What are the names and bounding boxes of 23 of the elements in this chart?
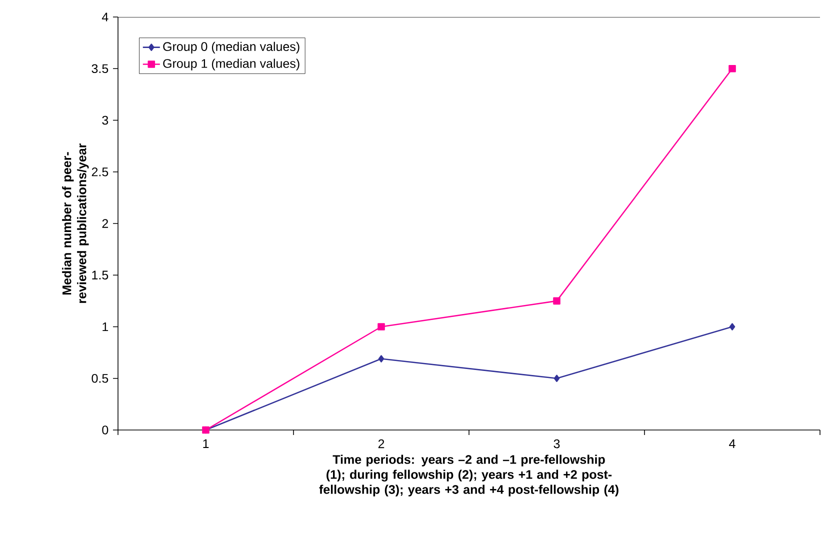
point	[378, 323, 385, 330]
x-tick-label: 1	[203, 439, 209, 448]
point	[554, 374, 560, 382]
y-tick-label: 1.5	[92, 270, 108, 280]
legend-label: Group 1 (median values)	[163, 58, 300, 70]
x-tick-label: 2	[378, 439, 384, 448]
x-axis-title: Time periods: years –2 and –1 pre-fellowship (1); during fellowship (2); years +1 and +2 post-fellowship (3); years +3 and +4 post-fellowship (4)	[319, 454, 618, 496]
y-tick-label: 2.5	[92, 167, 108, 176]
y-tick-label: 3.5	[92, 64, 108, 74]
y-axis-title: Median number of peer-reviewed publications/year	[62, 143, 89, 303]
y-tick-label: 1	[102, 322, 108, 332]
x-tick-label: 3	[554, 439, 560, 448]
y-tick-label: 3	[102, 116, 108, 125]
y-tick-label: 0	[102, 426, 108, 434]
point	[729, 323, 736, 330]
x-tick-label: 4	[729, 439, 736, 448]
y-tick-label: 2	[102, 219, 108, 228]
point	[378, 355, 384, 362]
point	[553, 297, 560, 305]
point	[728, 64, 736, 72]
y-tick-label: 4	[102, 12, 108, 22]
legend-label: Group 0 (median values)	[163, 42, 300, 54]
y-tick-label: 0.5	[92, 374, 108, 383]
